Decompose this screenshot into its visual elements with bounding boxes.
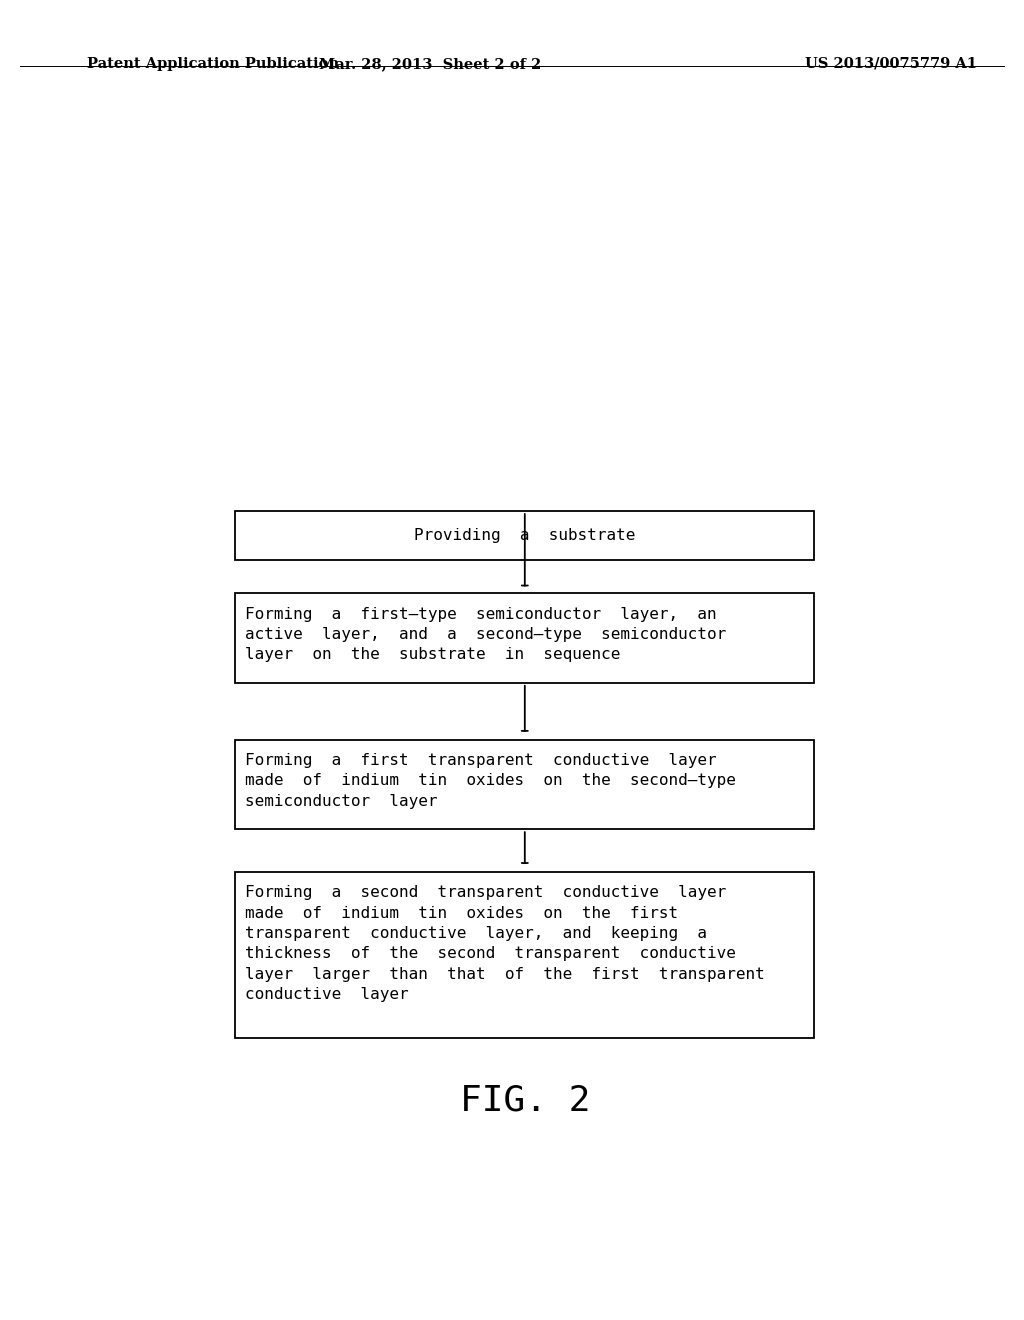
Bar (236, 739, 814, 829)
Bar (236, 511, 814, 560)
Text: Providing  a  substrate: Providing a substrate (414, 528, 636, 543)
Text: FIG. 2: FIG. 2 (460, 1084, 590, 1118)
Text: Mar. 28, 2013  Sheet 2 of 2: Mar. 28, 2013 Sheet 2 of 2 (318, 57, 542, 71)
Text: Forming  a  second  transparent  conductive  layer
made  of  indium  tin  oxides: Forming a second transparent conductive … (246, 886, 765, 1002)
Text: Forming  a  first–type  semiconductor  layer,  an
active  layer,  and  a  second: Forming a first–type semiconductor layer… (246, 607, 727, 663)
Text: Patent Application Publication: Patent Application Publication (87, 57, 339, 71)
Text: US 2013/0075779 A1: US 2013/0075779 A1 (805, 57, 977, 71)
Bar (236, 873, 814, 1038)
Bar (236, 594, 814, 682)
Text: Forming  a  first  transparent  conductive  layer
made  of  indium  tin  oxides : Forming a first transparent conductive l… (246, 752, 736, 809)
